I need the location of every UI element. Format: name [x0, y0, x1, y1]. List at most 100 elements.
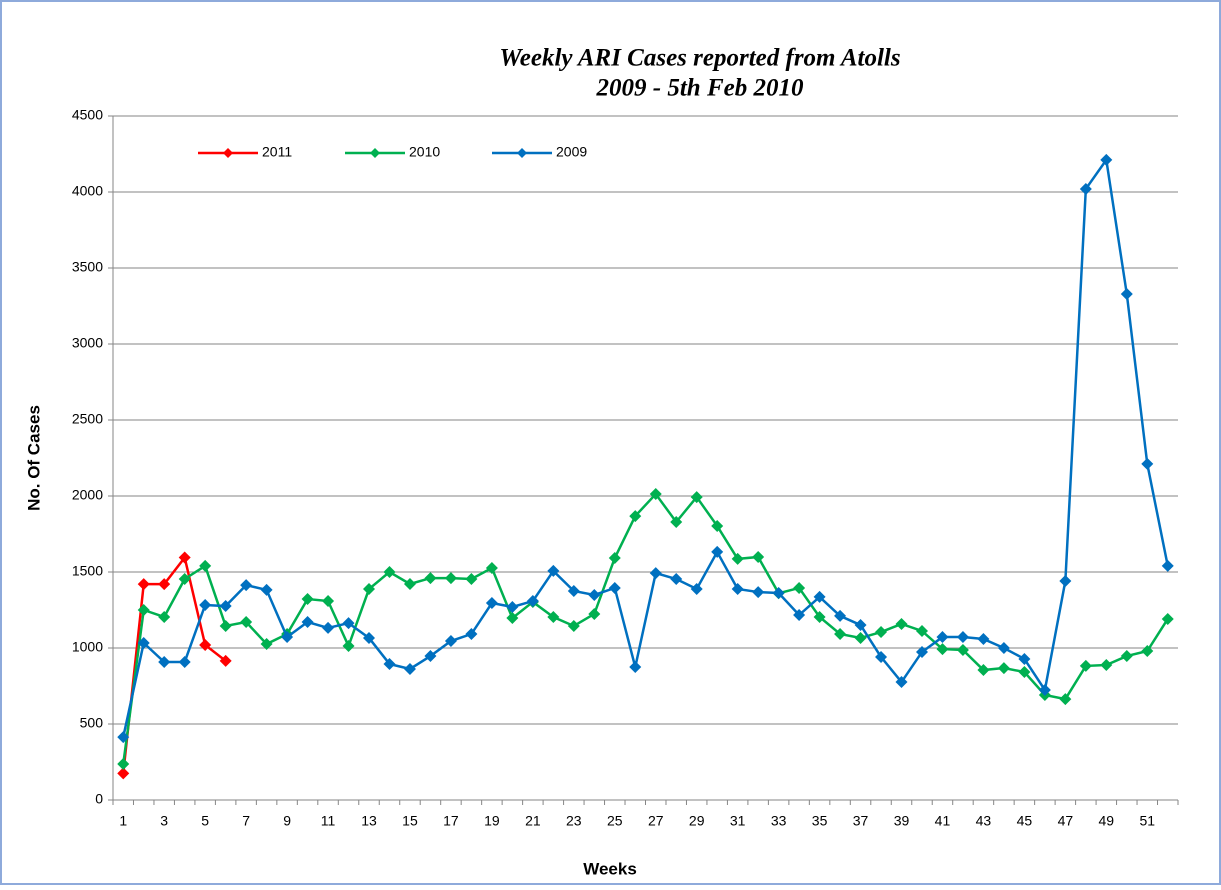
data-point: [997, 642, 1010, 654]
data-point: [1161, 612, 1174, 625]
x-tick-label: 5: [201, 813, 209, 829]
data-point: [875, 626, 888, 639]
data-point: [178, 655, 191, 668]
x-tick-label: 51: [1139, 813, 1155, 829]
legend-marker: [517, 148, 527, 158]
data-point: [485, 562, 498, 575]
data-point: [199, 559, 212, 572]
data-point: [117, 731, 130, 744]
x-tick-label: 29: [689, 813, 705, 829]
data-point: [834, 609, 847, 622]
data-point: [363, 631, 376, 644]
data-point: [281, 631, 294, 644]
data-point: [854, 631, 867, 644]
data-point: [342, 640, 355, 653]
data-point: [506, 612, 519, 625]
data-point: [117, 767, 130, 780]
x-tick-label: 11: [321, 813, 336, 829]
x-axis-title: Weeks: [583, 859, 637, 878]
y-tick-label: 4500: [72, 107, 103, 123]
data-point: [711, 519, 724, 532]
data-point: [649, 488, 662, 501]
data-point: [793, 609, 806, 622]
data-point: [895, 676, 908, 689]
data-point: [629, 661, 642, 673]
data-point: [608, 552, 621, 565]
x-tick-label: 35: [812, 813, 828, 829]
data-point: [854, 619, 867, 632]
data-point: [219, 619, 232, 632]
data-point: [936, 643, 949, 656]
data-point: [915, 624, 928, 637]
data-point: [834, 628, 847, 641]
data-point: [158, 655, 171, 668]
data-point: [1100, 659, 1113, 672]
data-point: [608, 581, 621, 594]
data-point: [547, 610, 560, 623]
data-point: [383, 566, 396, 578]
data-point: [506, 600, 519, 613]
y-tick-label: 500: [80, 715, 104, 731]
data-point: [772, 586, 785, 599]
x-tick-label: 7: [242, 813, 250, 829]
data-point: [711, 545, 724, 558]
data-point: [1141, 457, 1154, 470]
x-tick-label: 13: [361, 813, 377, 829]
x-tick-label: 31: [730, 813, 746, 829]
x-tick-label: 17: [443, 813, 459, 829]
y-tick-label: 0: [95, 791, 103, 807]
data-point: [895, 617, 908, 630]
data-point: [424, 650, 437, 663]
data-point: [301, 593, 314, 606]
y-tick-label: 4000: [72, 183, 103, 199]
x-tick-label: 33: [771, 813, 787, 829]
data-point: [1079, 182, 1092, 195]
y-tick-label: 2500: [72, 411, 103, 427]
data-point: [117, 757, 130, 770]
data-point: [363, 583, 376, 596]
y-tick-label: 1500: [72, 563, 103, 579]
data-point: [752, 586, 765, 599]
y-axis-title: No. Of Cases: [24, 405, 43, 511]
data-point: [977, 664, 990, 677]
x-tick-label: 47: [1058, 813, 1074, 829]
legend-marker: [223, 148, 233, 158]
data-point: [690, 583, 703, 596]
legend-label: 2010: [409, 144, 440, 160]
data-point: [547, 564, 560, 577]
legend-label: 2011: [262, 144, 292, 160]
data-point: [649, 567, 662, 580]
data-point: [526, 595, 539, 608]
data-point: [1059, 693, 1072, 706]
data-point: [219, 654, 232, 667]
data-point: [1161, 559, 1174, 572]
data-point: [158, 610, 171, 623]
data-point: [485, 597, 498, 610]
data-point: [731, 583, 744, 596]
data-point: [588, 588, 601, 601]
data-point: [444, 572, 457, 585]
data-point: [158, 578, 171, 591]
data-point: [260, 583, 273, 596]
data-point: [1059, 574, 1072, 587]
data-point: [260, 638, 273, 651]
x-tick-label: 39: [894, 813, 910, 829]
y-tick-label: 1000: [72, 639, 103, 655]
data-point: [403, 662, 416, 675]
series-line: [121, 554, 227, 774]
data-point: [383, 657, 396, 670]
data-point: [444, 635, 457, 648]
data-point: [465, 572, 478, 585]
y-tick-label: 3500: [72, 259, 103, 275]
data-point: [793, 581, 806, 594]
data-point: [813, 590, 826, 603]
y-tick-label: 3000: [72, 335, 103, 351]
x-tick-label: 41: [935, 813, 951, 829]
y-tick-label: 2000: [72, 487, 103, 503]
data-point: [1038, 683, 1051, 696]
x-tick-label: 45: [1017, 813, 1033, 829]
series-line: [122, 156, 1169, 738]
data-point: [240, 579, 253, 592]
data-point: [1100, 153, 1113, 166]
